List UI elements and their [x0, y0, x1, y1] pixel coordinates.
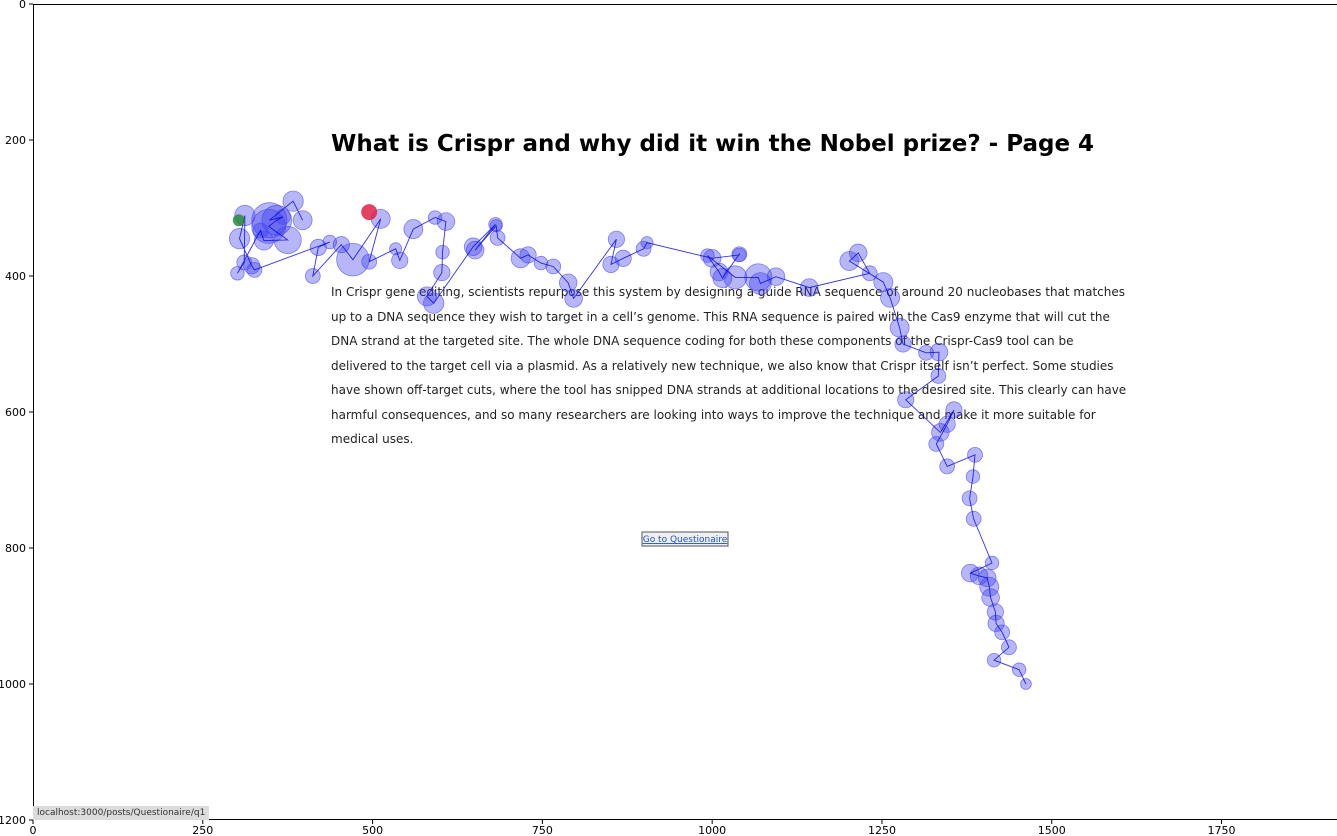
x-tick-label: 0 — [30, 824, 37, 836]
y-tick-label: 600 — [5, 406, 26, 419]
x-tick-label: 250 — [192, 824, 213, 836]
x-tick-label: 1250 — [868, 824, 896, 836]
status-bar-url: localhost:3000/posts/Questionaire/q1 — [33, 806, 210, 820]
x-tick-label: 500 — [362, 824, 383, 836]
paragraph-line: have shown off-target cuts, where the to… — [331, 383, 1126, 397]
questionaire-button-label[interactable]: Go to Questionaire — [643, 535, 728, 545]
y-tick-label: 800 — [5, 542, 26, 555]
fixation-point — [292, 210, 313, 231]
x-tick-label: 1500 — [1038, 824, 1066, 836]
paragraph-line: DNA strand at the targeted site. The who… — [331, 334, 1073, 348]
y-tick-label: 1000 — [0, 678, 26, 691]
paragraph-line: delivered to the target cell via a plasm… — [331, 359, 1114, 373]
paragraph-line: In Crispr gene editing, scientists repur… — [331, 285, 1125, 299]
axis-ticks: 0 250 500 750 1000 1250 1500 1750 0 200 400 600 800 1… — [0, 0, 1236, 836]
questionaire-button-box[interactable] — [641, 531, 729, 547]
page-paragraph: In Crispr gene editing, scientists repur… — [331, 285, 1126, 446]
paragraph-line: harmful consequences, and so many resear… — [331, 408, 1096, 422]
paragraph-line: up to a DNA sequence they wish to target… — [331, 310, 1110, 324]
x-tick-label: 1750 — [1208, 824, 1236, 836]
end-fixation-marker — [361, 204, 378, 221]
scanpath-line — [237, 200, 1027, 685]
y-tick-label: 400 — [5, 270, 26, 283]
questionaire-button[interactable]: Go to Questionaire — [641, 531, 729, 547]
fixation-point — [1020, 678, 1032, 690]
y-tick-label: 200 — [5, 134, 26, 147]
y-tick-label: 0 — [19, 0, 26, 11]
x-tick-label: 750 — [532, 824, 553, 836]
x-tick-label: 1000 — [698, 824, 726, 836]
start-fixation-marker — [232, 214, 245, 227]
page-title: What is Crispr and why did it win the No… — [331, 131, 1094, 157]
y-tick-label: 1200 — [0, 814, 26, 827]
paragraph-line: medical uses. — [331, 432, 413, 446]
